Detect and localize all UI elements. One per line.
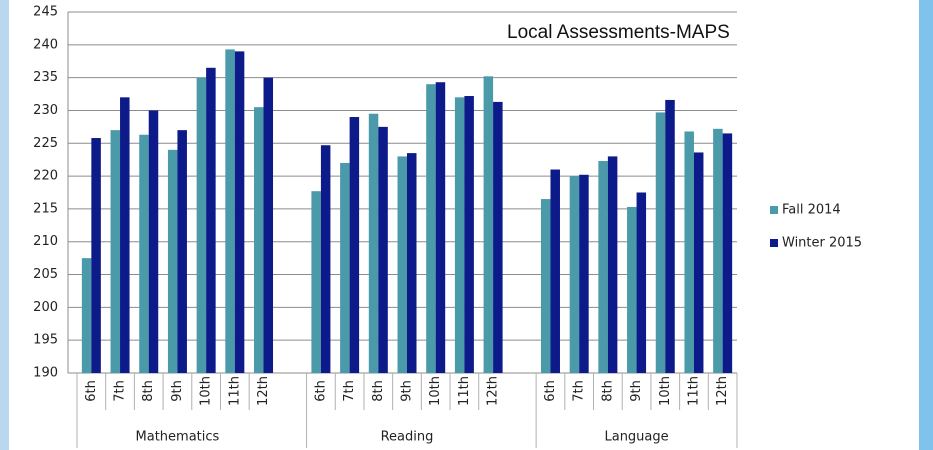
bar [550, 169, 560, 373]
x-tick-label: 10th [199, 376, 214, 406]
bar [254, 107, 264, 373]
x-tick-label: 11th [686, 376, 701, 406]
bar [91, 138, 101, 373]
bar [636, 192, 647, 373]
group-label: Mathematics [136, 430, 220, 445]
y-tick-label: 230 [33, 103, 58, 118]
bar [148, 110, 159, 374]
bar [722, 133, 733, 373]
x-tick-label: 10th [658, 376, 673, 406]
x-tick-label: 8th [141, 380, 156, 402]
bar [665, 99, 675, 373]
x-tick-label: 10th [428, 376, 443, 406]
x-tick-label: 12th [715, 376, 730, 406]
y-tick-label: 240 [33, 37, 58, 52]
bar [569, 176, 580, 373]
bar [167, 149, 178, 373]
bar [340, 162, 350, 373]
bar [349, 117, 360, 373]
bar [607, 156, 618, 373]
x-tick-label: 6th [543, 380, 558, 402]
bar [713, 128, 723, 373]
bar [139, 134, 149, 373]
x-tick-label: 11th [457, 376, 472, 406]
x-tick-label: 12th [486, 376, 501, 406]
y-tick-label: 200 [33, 300, 58, 315]
x-tick-label: 9th [629, 380, 644, 402]
bar [598, 160, 608, 373]
left-strip [0, 0, 9, 450]
bar [196, 77, 207, 374]
chart-title: Local Assessments-MAPS [507, 22, 730, 43]
bar [81, 258, 92, 373]
group-label: Reading [381, 430, 434, 445]
x-tick-label: 7th [572, 380, 587, 402]
x-tick-label: 8th [371, 380, 386, 402]
bar [234, 51, 245, 374]
bar [540, 199, 551, 373]
bar [206, 67, 216, 374]
bar [579, 174, 589, 373]
bar [655, 112, 666, 373]
group-label: Language [604, 430, 668, 445]
bar [483, 76, 494, 373]
x-tick-label: 11th [227, 376, 242, 406]
bar [263, 77, 274, 374]
bar [120, 97, 130, 373]
x-tick-label: 6th [313, 380, 328, 402]
x-tick-label: 9th [400, 380, 415, 402]
bar [320, 145, 331, 373]
bar [464, 96, 474, 374]
bar [225, 49, 235, 374]
x-tick-label: 7th [113, 380, 128, 402]
bar [426, 84, 436, 373]
bar [368, 113, 379, 374]
legend-swatch [770, 239, 778, 247]
right-strip [919, 0, 933, 450]
bar [454, 97, 465, 373]
y-tick-label: 235 [33, 70, 58, 85]
bar [693, 152, 704, 373]
y-tick-label: 220 [33, 169, 58, 184]
x-tick-label: 12th [256, 376, 271, 406]
bar [627, 206, 637, 373]
x-tick-label: 6th [84, 380, 99, 402]
bar [684, 131, 694, 373]
legend-swatch [770, 206, 778, 214]
x-tick-label: 7th [342, 380, 357, 402]
bar [407, 153, 417, 373]
plot: 190 195 200 205 210 215 220 225 230 235 240 245 6th 7… [33, 5, 862, 448]
bar [177, 130, 187, 373]
y-tick-label: 245 [33, 5, 58, 20]
x-tick-label: 9th [170, 380, 185, 402]
bar [311, 191, 321, 373]
y-tick-label: 225 [33, 136, 58, 151]
legend-label: Fall 2014 [782, 203, 841, 218]
y-tick-label: 210 [33, 234, 58, 249]
y-tick-label: 195 [33, 333, 58, 348]
y-tick-label: 215 [33, 201, 58, 216]
bar [378, 126, 388, 373]
y-tick-label: 205 [33, 267, 58, 282]
x-tick-label: 8th [600, 380, 615, 402]
y-tick-label: 190 [33, 366, 58, 381]
bar [435, 82, 446, 374]
bar [397, 156, 407, 373]
bar [110, 130, 121, 373]
bar [493, 101, 503, 374]
legend-label: Winter 2015 [782, 236, 862, 251]
